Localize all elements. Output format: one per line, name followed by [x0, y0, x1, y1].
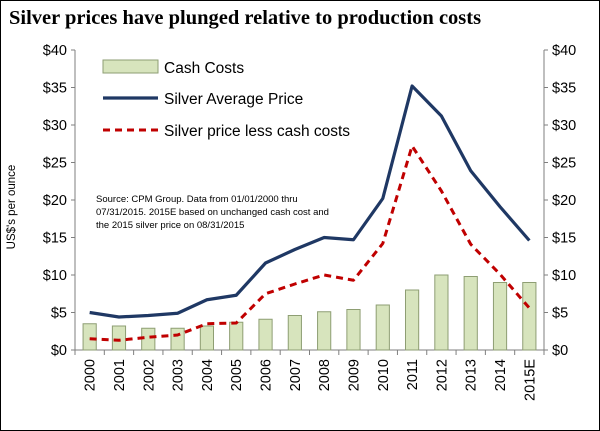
- right-tick-label: $25: [552, 156, 576, 172]
- source-note: Source: CPM Group. Data from 01/01/2000 …: [96, 194, 329, 231]
- x-tick-label: 2014: [493, 359, 509, 391]
- cash-cost-bar: [82, 323, 97, 351]
- x-tick-label: 2005: [229, 359, 245, 391]
- right-tick-label: $40: [552, 43, 576, 59]
- left-tick-label: $40: [43, 43, 67, 59]
- x-tick-label: 2013: [464, 359, 480, 391]
- cash-cost-bar: [258, 318, 273, 351]
- legend-label: Cash Costs: [164, 60, 244, 77]
- right-tick-label: $30: [552, 118, 576, 134]
- right-tick-label: $15: [552, 231, 576, 247]
- cash-cost-bar: [287, 315, 302, 351]
- left-tick-label: $15: [43, 231, 67, 247]
- cash-cost-bar: [346, 309, 361, 351]
- left-tick-label: $25: [43, 156, 67, 172]
- cash-cost-bar: [199, 325, 215, 351]
- x-tick-label: 2007: [288, 359, 304, 391]
- right-tick-label: $20: [552, 193, 576, 209]
- x-tick-label: 2009: [346, 359, 362, 391]
- x-tick-label: 2004: [200, 359, 216, 391]
- cash-cost-bar: [170, 327, 185, 351]
- cash-cost-bar: [463, 276, 478, 351]
- right-tick-label: $35: [552, 81, 576, 97]
- x-tick-label: 2003: [171, 359, 187, 391]
- legend-swatch-cash-costs: [102, 59, 159, 74]
- right-tick-label: $0: [552, 343, 568, 359]
- x-tick-label: 2011: [405, 359, 421, 390]
- x-tick-label: 2001: [112, 359, 128, 391]
- x-tick-label: 2002: [141, 359, 157, 391]
- x-tick-label: 2008: [317, 359, 333, 391]
- y-axis-title: US$'s per ounce: [6, 165, 18, 250]
- cash-cost-bar: [317, 311, 332, 351]
- left-tick-label: $0: [51, 343, 67, 359]
- cash-cost-bar: [229, 321, 244, 351]
- silver-price-less-cash-costs-line: [89, 144, 531, 342]
- x-tick-label: 2010: [376, 359, 392, 391]
- chart-title: Silver prices have plunged relative to p…: [9, 7, 482, 29]
- x-tick-label: 2015E: [522, 359, 538, 401]
- x-axis-ticks: 2000 2001 2002 2003 2004 2005 2006 2007 2008 2009…: [74, 350, 545, 401]
- x-tick-label: 2006: [259, 359, 275, 391]
- silver-average-price-line: [89, 84, 531, 319]
- cash-cost-bar: [375, 304, 390, 351]
- cash-costs-bars: [82, 274, 537, 351]
- left-tick-label: $30: [43, 118, 67, 134]
- left-tick-label: $5: [51, 306, 67, 322]
- right-tick-label: $5: [552, 306, 568, 322]
- cash-cost-bar: [434, 274, 449, 351]
- legend-label: Silver Average Price: [164, 91, 303, 108]
- x-tick-label: 2012: [434, 359, 450, 391]
- right-tick-label: $10: [552, 268, 576, 284]
- x-tick-label: 2000: [83, 359, 99, 391]
- legend: Cash Costs Silver Average Price Silver pri…: [102, 59, 350, 140]
- cash-cost-bar: [492, 282, 508, 351]
- cash-cost-bar: [111, 325, 127, 351]
- cash-cost-bar: [404, 289, 420, 351]
- series-lines: [89, 84, 531, 342]
- right-axis-ticks: $0 $5 $10 $15 $20 $25 $30 $35 $40: [544, 43, 576, 359]
- left-axis-ticks: $0 $5 $10 $15 $20 $25 $30 $35 $40: [43, 43, 75, 359]
- left-tick-label: $35: [43, 81, 67, 97]
- legend-label: Silver price less cash costs: [164, 123, 350, 140]
- left-tick-label: $20: [43, 193, 67, 209]
- cash-cost-bar: [522, 282, 537, 351]
- left-tick-label: $10: [43, 268, 67, 284]
